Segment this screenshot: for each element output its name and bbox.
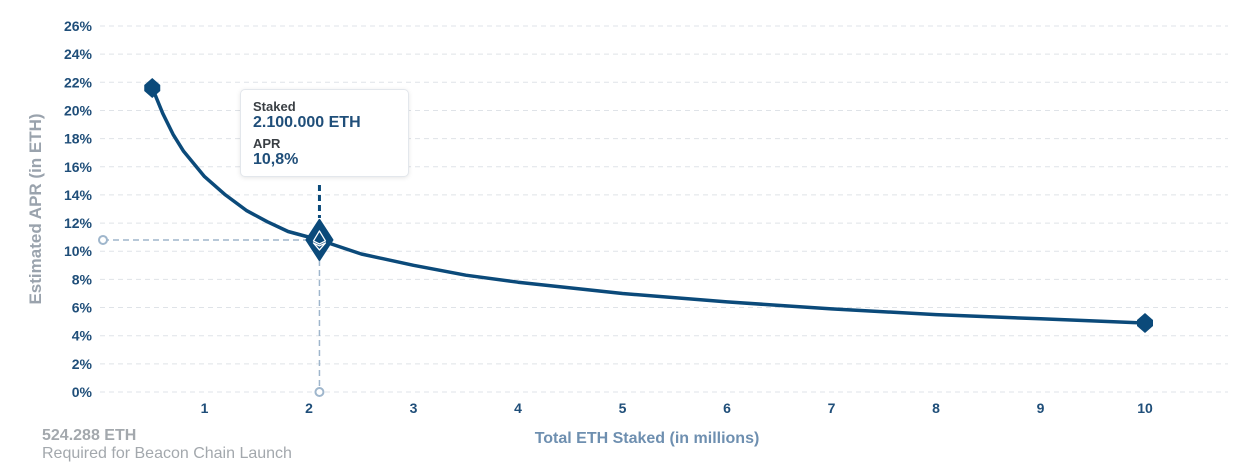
x-tick-label: 3 (410, 400, 418, 416)
beacon-chain-minimum-caption: Required for Beacon Chain Launch (42, 445, 292, 462)
x-tick-label: 8 (932, 400, 940, 416)
x-tick-label: 10 (1137, 400, 1153, 416)
x-tick-label: 2 (305, 400, 313, 416)
tooltip-apr-value: 10,8% (253, 151, 299, 168)
y-tick-label: 4% (72, 328, 93, 344)
y-tick-label: 6% (72, 300, 93, 316)
x-tick-label: 9 (1037, 400, 1045, 416)
data-point (1137, 313, 1153, 334)
apr-guide-marker (98, 234, 108, 245)
y-tick-label: 8% (72, 271, 93, 287)
tooltip-staked-value: 2.100.000 ETH (253, 114, 361, 131)
tooltip-apr-label: APR (253, 136, 281, 151)
y-axis-title: Estimated APR (in ETH) (26, 113, 45, 304)
y-tick-label: 14% (64, 187, 93, 203)
beacon-chain-minimum-value: 524.288 ETH (42, 427, 137, 444)
y-tick-label: 22% (64, 74, 93, 90)
x-tick-label: 5 (619, 400, 627, 416)
x-axis-title: Total ETH Staked (in millions) (535, 430, 760, 447)
y-tick-label: 26% (64, 18, 93, 34)
data-tooltip: Staked 2.100.000 ETH APR 10,8% (240, 89, 409, 177)
y-tick-label: 0% (72, 384, 93, 400)
y-tick-label: 18% (64, 131, 93, 147)
y-tick-label: 10% (64, 243, 93, 259)
x-tick-label: 1 (201, 400, 209, 416)
y-tick-label: 16% (64, 159, 93, 175)
ethereum-icon (312, 230, 327, 251)
x-tick-label: 6 (723, 400, 731, 416)
y-tick-label: 2% (72, 356, 93, 372)
y-tick-label: 24% (64, 46, 93, 62)
staked-guide-marker (314, 387, 325, 397)
x-tick-label: 4 (514, 400, 522, 416)
tooltip-staked-label: Staked (253, 99, 296, 114)
y-tick-label: 20% (64, 102, 93, 118)
data-point (144, 77, 161, 98)
x-tick-label: 7 (828, 400, 836, 416)
y-tick-label: 12% (64, 215, 93, 231)
apr-curve (150, 86, 1147, 325)
highlight-point (305, 218, 334, 261)
